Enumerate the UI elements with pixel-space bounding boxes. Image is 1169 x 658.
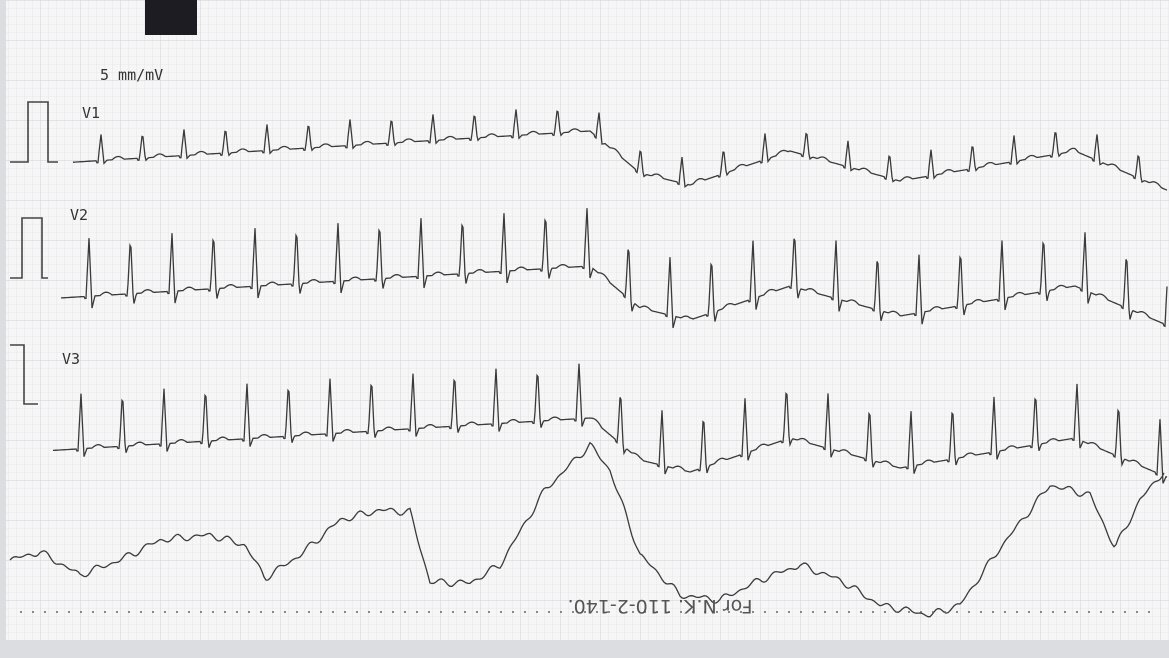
lead-label: V2 — [70, 206, 88, 224]
grid — [6, 0, 1169, 640]
marker-block — [145, 0, 197, 35]
calibration-label: 5 mm/mV — [100, 66, 163, 84]
ecg-strip: 5 mm/mV V1 V2 V3 For N.K. 110-2-140. — [0, 0, 1169, 658]
lead-label: V3 — [62, 350, 80, 368]
footer-text: For N.K. 110-2-140. — [568, 595, 753, 617]
lead-label: V1 — [82, 104, 100, 122]
